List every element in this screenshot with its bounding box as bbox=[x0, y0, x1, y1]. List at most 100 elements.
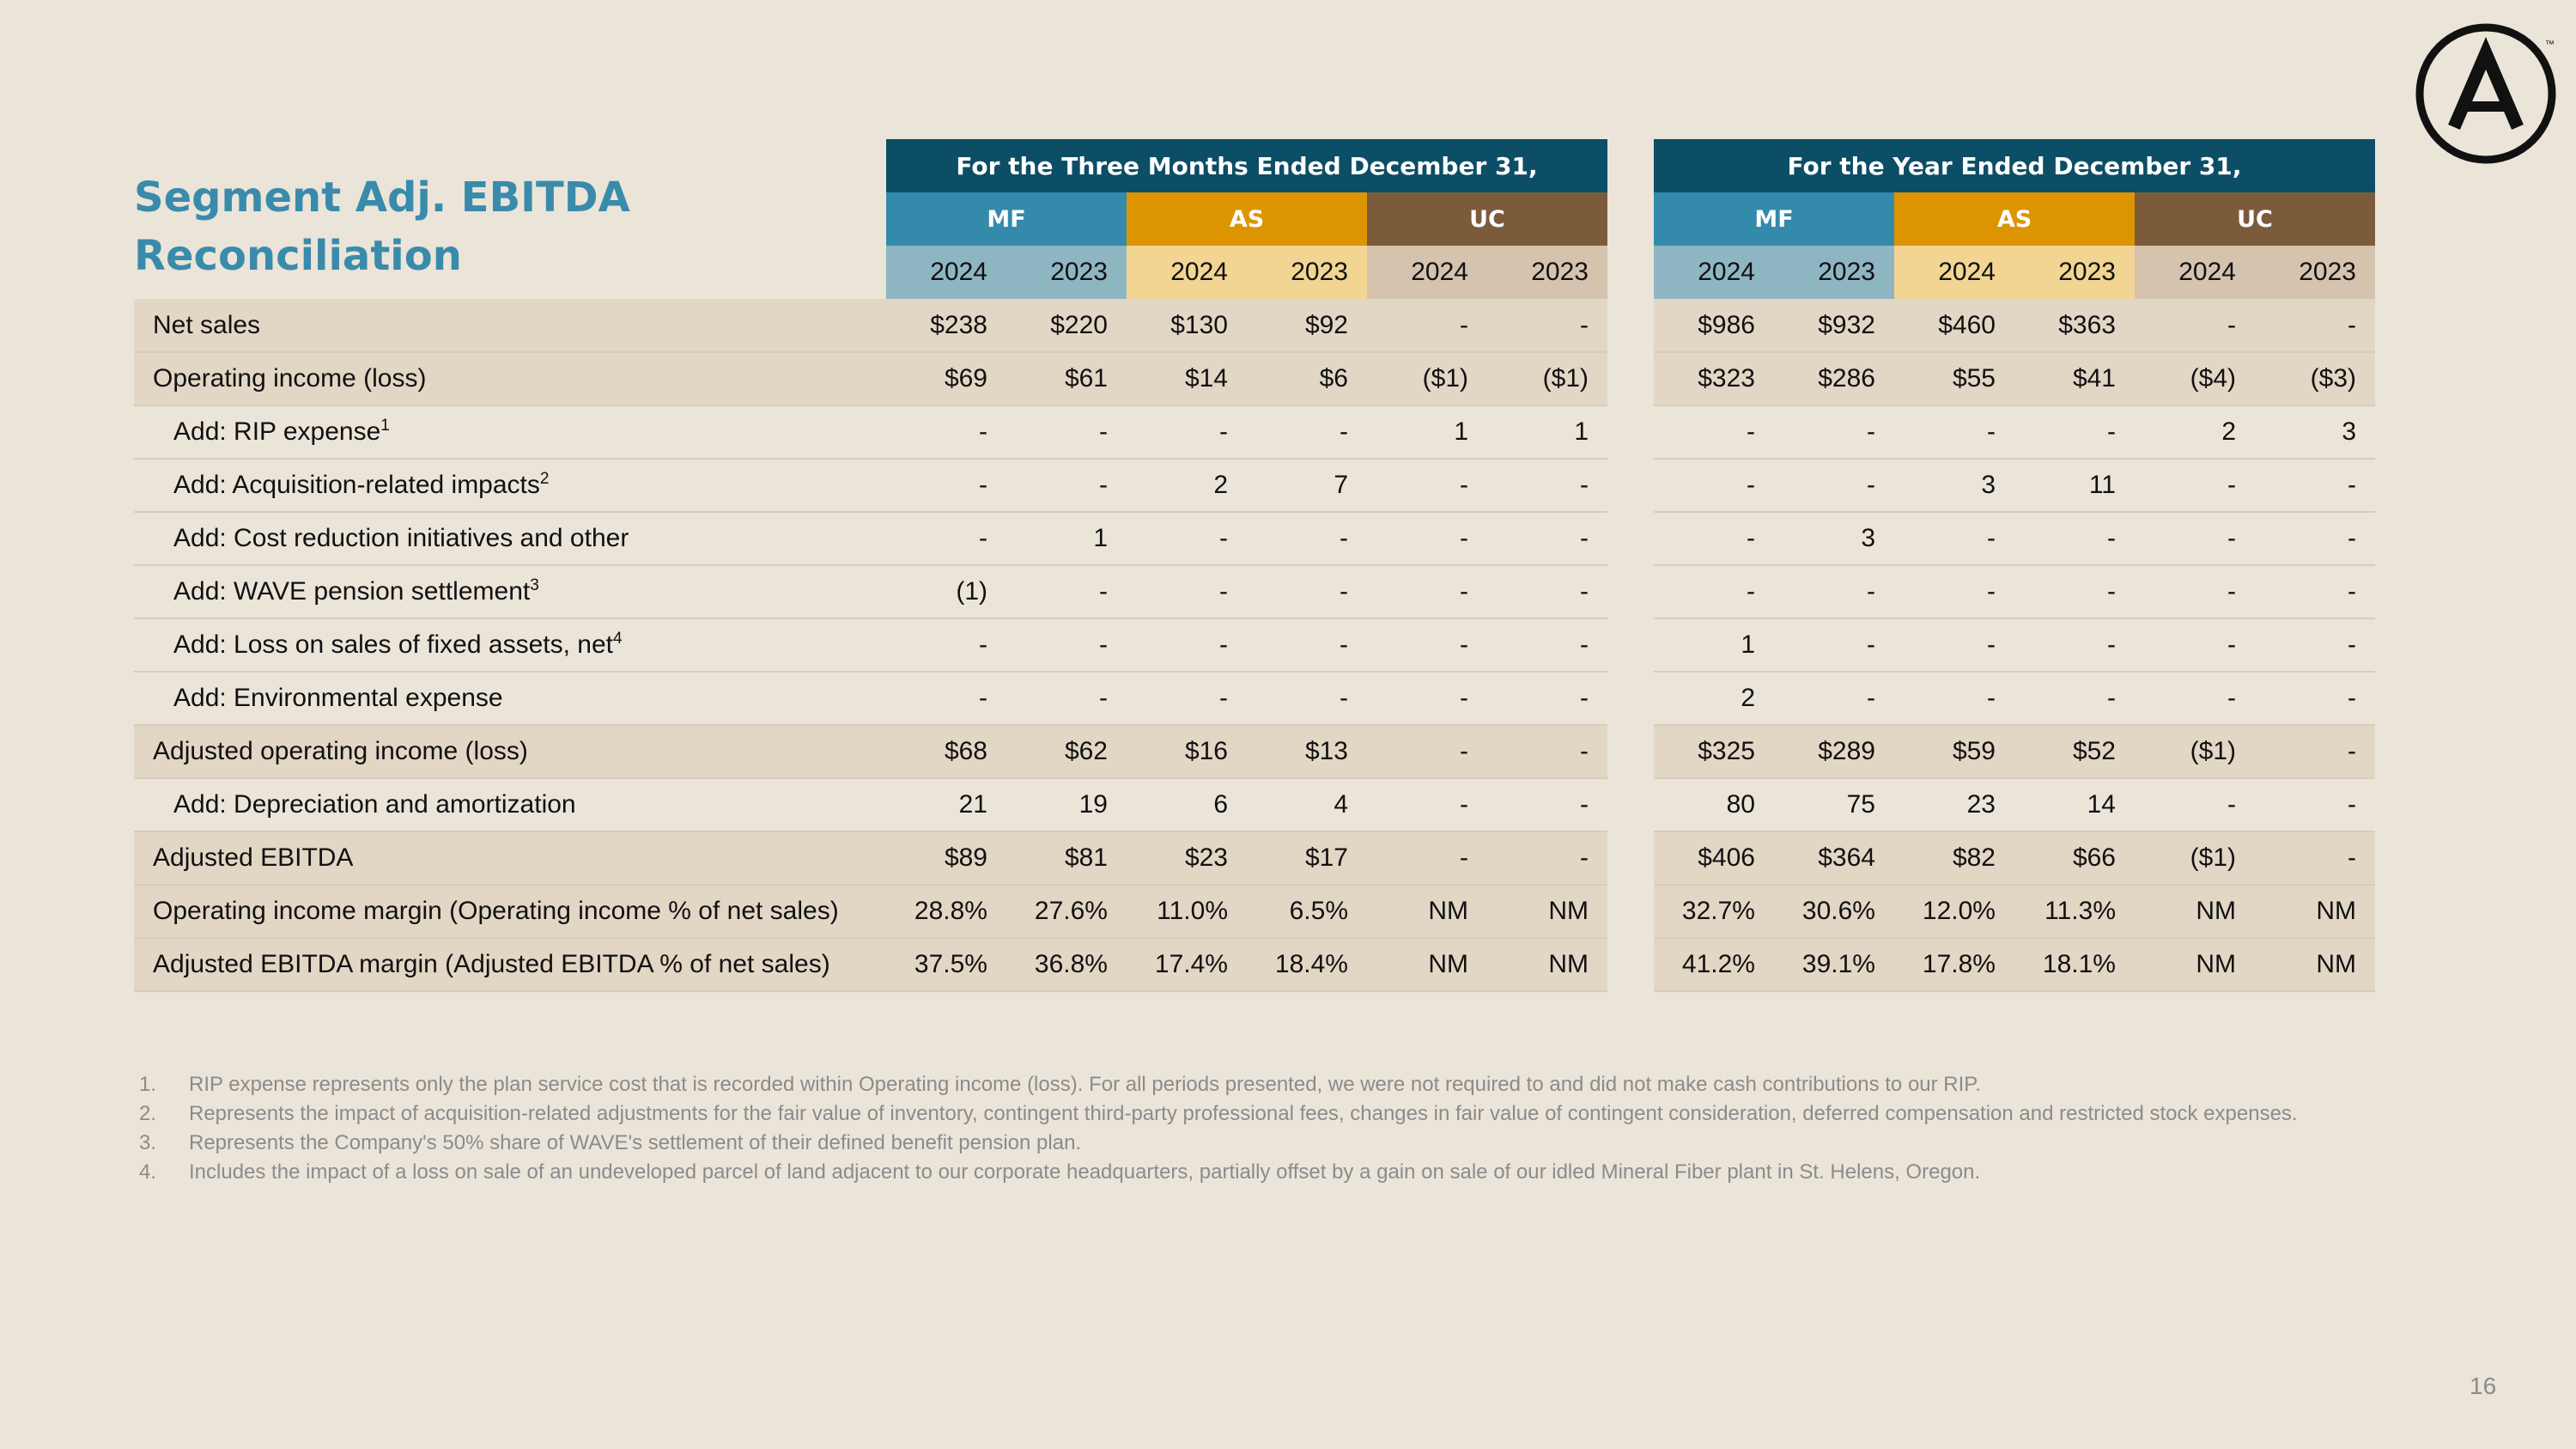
armstrong-a-logo-icon bbox=[2415, 23, 2556, 164]
value-cell: ($1) bbox=[1367, 352, 1487, 406]
value-cell: - bbox=[2135, 299, 2255, 353]
value-cell: $238 bbox=[886, 299, 1006, 353]
value-cell: $460 bbox=[1894, 299, 2014, 353]
row-label-text: Add: WAVE pension settlement bbox=[173, 577, 531, 606]
value-cell: - bbox=[1006, 618, 1127, 673]
value-cell: 23 bbox=[1894, 778, 2014, 832]
value-cell: $220 bbox=[1006, 299, 1127, 353]
value-cell: - bbox=[2255, 565, 2375, 619]
value-cell: - bbox=[1127, 565, 1247, 619]
value-cell: - bbox=[1654, 459, 1774, 513]
value-cell: - bbox=[2255, 831, 2375, 886]
row-label: Adjusted EBITDA bbox=[134, 831, 886, 886]
value-cell: - bbox=[2014, 618, 2135, 673]
three-months-header: For the Three Months Ended December 31, bbox=[886, 139, 1607, 192]
value-cell: $932 bbox=[1774, 299, 1894, 353]
row-label: Adjusted EBITDA margin (Adjusted EBITDA … bbox=[134, 938, 886, 992]
value-cell: - bbox=[2135, 672, 2255, 726]
row-label-text: Add: Depreciation and amortization bbox=[173, 790, 576, 819]
value-cell: - bbox=[1774, 672, 1894, 726]
value-cell: $363 bbox=[2014, 299, 2135, 353]
value-cell: 7 bbox=[1247, 459, 1367, 513]
footnote-text: Represents the Company's 50% share of WA… bbox=[189, 1131, 1082, 1154]
value-cell: 17.4% bbox=[1127, 938, 1247, 992]
value-cell: NM bbox=[2135, 885, 2255, 939]
value-cell: 30.6% bbox=[1774, 885, 1894, 939]
segment-header-uc: UC bbox=[2135, 192, 2375, 246]
value-cell: 1 bbox=[1487, 405, 1607, 460]
value-cell: - bbox=[2135, 565, 2255, 619]
value-cell: NM bbox=[2255, 885, 2375, 939]
value-cell: - bbox=[886, 405, 1006, 460]
value-cell: - bbox=[2014, 672, 2135, 726]
value-cell: $52 bbox=[2014, 725, 2135, 779]
value-cell: - bbox=[886, 618, 1006, 673]
segment-header-as: AS bbox=[1894, 192, 2135, 246]
value-cell: NM bbox=[1367, 938, 1487, 992]
value-cell: - bbox=[2135, 778, 2255, 832]
value-cell: - bbox=[1654, 405, 1774, 460]
value-cell: - bbox=[1367, 725, 1487, 779]
value-cell: $14 bbox=[1127, 352, 1247, 406]
year-label: 2024 bbox=[886, 246, 1006, 299]
value-cell: $69 bbox=[886, 352, 1006, 406]
year-header: For the Year Ended December 31, bbox=[1654, 139, 2375, 192]
value-cell: $62 bbox=[1006, 725, 1127, 779]
value-cell: 39.1% bbox=[1774, 938, 1894, 992]
row-label: Add: Depreciation and amortization bbox=[134, 778, 886, 832]
value-cell: ($3) bbox=[2255, 352, 2375, 406]
row-label: Adjusted operating income (loss) bbox=[134, 725, 886, 779]
value-cell: - bbox=[1774, 405, 1894, 460]
footnote-text: RIP expense represents only the plan ser… bbox=[189, 1073, 1981, 1096]
value-cell: $61 bbox=[1006, 352, 1127, 406]
value-cell: - bbox=[2135, 618, 2255, 673]
table-row: Add: Acquisition-related impacts2- -2 7- - -… bbox=[134, 459, 2375, 513]
value-cell: 1 bbox=[1654, 618, 1774, 673]
value-cell: 3 bbox=[1894, 459, 2014, 513]
year-label: 2023 bbox=[1774, 246, 1894, 299]
table-row: Adjusted EBITDA margin (Adjusted EBITDA … bbox=[134, 938, 2375, 992]
table-row: Add: WAVE pension settlement3 (1) - - - - - - - -… bbox=[134, 565, 2375, 619]
segment-header-mf: MF bbox=[886, 192, 1127, 246]
row-label-text: Add: Cost reduction initiatives and othe… bbox=[173, 524, 629, 552]
value-cell: - bbox=[1894, 565, 2014, 619]
value-cell: NM bbox=[2135, 938, 2255, 992]
year-label: 2023 bbox=[1006, 246, 1127, 299]
footnote-item: 1. RIP expense represents only the plan s… bbox=[139, 1070, 2320, 1099]
value-cell: 3 bbox=[1774, 512, 1894, 566]
value-cell: $364 bbox=[1774, 831, 1894, 886]
footnote-item: 3. Represents the Company's 50% share of … bbox=[139, 1129, 2320, 1158]
footnote-marker: 1 bbox=[380, 417, 390, 435]
value-cell: - bbox=[1487, 778, 1607, 832]
row-label-text: Operating income (loss) bbox=[153, 364, 427, 393]
value-cell: - bbox=[1894, 405, 2014, 460]
row-label: Add: Environmental expense bbox=[134, 672, 886, 726]
row-label: Net sales bbox=[134, 299, 886, 353]
segment-header-as: AS bbox=[1127, 192, 1367, 246]
value-cell: - bbox=[1487, 831, 1607, 886]
footnote-number: 1. bbox=[139, 1073, 157, 1096]
footnote-text: Represents the impact of acquisition-rel… bbox=[189, 1102, 2298, 1125]
row-label: Add: Loss on sales of fixed assets, net4 bbox=[134, 618, 886, 673]
value-cell: 28.8% bbox=[886, 885, 1006, 939]
value-cell: $323 bbox=[1654, 352, 1774, 406]
value-cell: 12.0% bbox=[1894, 885, 2014, 939]
footnote-marker: 2 bbox=[539, 470, 550, 488]
value-cell: 32.7% bbox=[1654, 885, 1774, 939]
value-cell: 37.5% bbox=[886, 938, 1006, 992]
table-row: Add: Loss on sales of fixed assets, net4… bbox=[134, 618, 2375, 673]
value-cell: - bbox=[1774, 618, 1894, 673]
year-label: 2024 bbox=[1894, 246, 2014, 299]
value-cell: - bbox=[1127, 672, 1247, 726]
value-cell: - bbox=[1367, 618, 1487, 673]
value-cell: 1 bbox=[1367, 405, 1487, 460]
value-cell: 2 bbox=[1654, 672, 1774, 726]
row-label-text: Adjusted operating income (loss) bbox=[153, 737, 528, 765]
value-cell: - bbox=[2135, 512, 2255, 566]
footnote-text: Includes the impact of a loss on sale of… bbox=[189, 1160, 1981, 1184]
value-cell: - bbox=[1774, 565, 1894, 619]
value-cell: - bbox=[1367, 299, 1487, 353]
value-cell: - bbox=[1247, 618, 1367, 673]
value-cell: 17.8% bbox=[1894, 938, 2014, 992]
value-cell: 18.1% bbox=[2014, 938, 2135, 992]
